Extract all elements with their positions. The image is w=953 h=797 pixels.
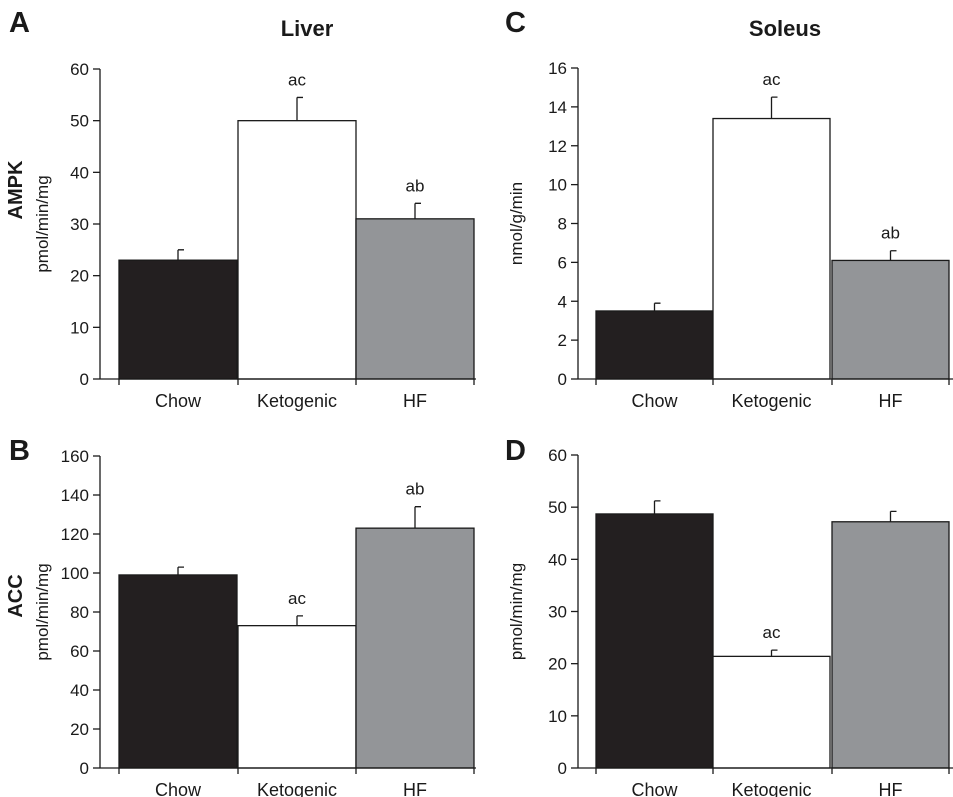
panel-letter-b: B bbox=[9, 435, 30, 467]
annotation-d-ketogenic: ac bbox=[763, 623, 781, 642]
error-bar-b-ketogenic bbox=[296, 615, 303, 626]
y-axis-label-c: nmol/g/min bbox=[507, 182, 526, 265]
y-tick-label-c: 4 bbox=[558, 292, 567, 311]
y-tick-label-c: 16 bbox=[548, 59, 567, 78]
y-tick-label-b: 40 bbox=[70, 681, 89, 700]
y-tick-label-d: 50 bbox=[548, 498, 567, 517]
x-tick-label-c-chow: Chow bbox=[631, 391, 678, 411]
y-tick-label-d: 40 bbox=[548, 550, 567, 569]
bar-d-hf bbox=[831, 521, 950, 769]
y-tick-label-b: 140 bbox=[61, 486, 89, 505]
y-tick-label-b: 80 bbox=[70, 603, 89, 622]
error-bar-d-ketogenic bbox=[770, 649, 778, 657]
bar-a-ketogenic bbox=[237, 120, 357, 380]
annotation-c-ketogenic: ac bbox=[763, 70, 781, 89]
y-tick-label-d: 20 bbox=[548, 655, 567, 674]
error-bar-d-chow bbox=[653, 500, 661, 514]
x-tick-label-a-chow: Chow bbox=[155, 391, 202, 411]
error-bar-c-hf bbox=[889, 250, 897, 261]
y-axis-label-d: pmol/min/mg bbox=[507, 563, 526, 660]
error-bar-c-ketogenic bbox=[770, 96, 778, 119]
x-tick-label-a-hf: HF bbox=[403, 391, 427, 411]
col-title-liver: Liver bbox=[281, 16, 334, 41]
y-tick-label-b: 20 bbox=[70, 720, 89, 739]
error-bar-d-hf bbox=[889, 510, 897, 522]
y-tick-label-b: 120 bbox=[61, 525, 89, 544]
y-tick-label-b: 100 bbox=[61, 564, 89, 583]
y-tick-label-c: 8 bbox=[558, 215, 567, 234]
annotation-a-hf: ab bbox=[406, 176, 425, 195]
x-tick-label-a-ketogenic: Ketogenic bbox=[257, 391, 337, 411]
y-tick-label-a: 60 bbox=[70, 60, 89, 79]
error-bar-c-chow bbox=[653, 302, 661, 311]
annotation-c-hf: ab bbox=[881, 224, 900, 243]
y-tick-label-d: 0 bbox=[558, 759, 567, 778]
y-tick-label-a: 0 bbox=[80, 370, 89, 389]
y-tick-label-b: 160 bbox=[61, 447, 89, 466]
x-tick-label-b-hf: HF bbox=[403, 780, 427, 797]
y-tick-label-a: 50 bbox=[70, 112, 89, 131]
x-tick-label-d-ketogenic: Ketogenic bbox=[731, 780, 811, 797]
x-tick-label-b-ketogenic: Ketogenic bbox=[257, 780, 337, 797]
bar-c-chow bbox=[595, 310, 714, 380]
y-tick-label-c: 0 bbox=[558, 370, 567, 389]
bar-c-ketogenic bbox=[712, 117, 831, 380]
x-tick-label-b-chow: Chow bbox=[155, 780, 202, 797]
y-tick-label-d: 10 bbox=[548, 707, 567, 726]
annotation-b-hf: ab bbox=[406, 480, 425, 499]
bar-c-hf bbox=[831, 259, 950, 380]
y-tick-label-c: 14 bbox=[548, 98, 567, 117]
annotation-a-ketogenic: ac bbox=[288, 70, 306, 89]
x-tick-label-d-chow: Chow bbox=[631, 780, 678, 797]
y-axis-label-b: pmol/min/mg bbox=[33, 563, 52, 660]
y-tick-label-d: 60 bbox=[548, 446, 567, 465]
y-tick-label-a: 40 bbox=[70, 163, 89, 182]
panel-letter-c: C bbox=[505, 7, 526, 39]
row-label-acc: ACC bbox=[5, 574, 27, 617]
row-label-ampk: AMPK bbox=[5, 160, 27, 219]
y-tick-label-c: 2 bbox=[558, 331, 567, 350]
y-tick-label-a: 30 bbox=[70, 215, 89, 234]
y-tick-label-b: 60 bbox=[70, 642, 89, 661]
bar-b-ketogenic bbox=[237, 625, 357, 769]
bar-d-ketogenic bbox=[712, 655, 831, 769]
error-bar-b-hf bbox=[414, 506, 421, 529]
x-tick-label-c-ketogenic: Ketogenic bbox=[731, 391, 811, 411]
y-tick-label-b: 0 bbox=[80, 759, 89, 778]
bar-d-chow bbox=[595, 513, 714, 769]
y-tick-label-a: 20 bbox=[70, 267, 89, 286]
annotation-b-ketogenic: ac bbox=[288, 589, 306, 608]
y-tick-label-c: 6 bbox=[558, 253, 567, 272]
y-axis-label-a: pmol/min/mg bbox=[33, 175, 52, 272]
x-tick-label-d-hf: HF bbox=[879, 780, 903, 797]
bar-b-hf bbox=[355, 527, 475, 769]
error-bar-b-chow bbox=[177, 566, 184, 575]
error-bar-a-ketogenic bbox=[296, 96, 303, 121]
bar-a-chow bbox=[118, 259, 238, 380]
panel-letter-d: D bbox=[505, 435, 526, 467]
y-tick-label-d: 30 bbox=[548, 603, 567, 622]
error-bar-a-chow bbox=[177, 249, 184, 261]
panel-letter-a: A bbox=[9, 7, 30, 39]
x-tick-label-c-hf: HF bbox=[879, 391, 903, 411]
error-bar-a-hf bbox=[414, 202, 421, 219]
y-tick-label-a: 10 bbox=[70, 318, 89, 337]
y-tick-label-c: 10 bbox=[548, 176, 567, 195]
y-tick-label-c: 12 bbox=[548, 137, 567, 156]
col-title-soleus: Soleus bbox=[749, 16, 821, 41]
bar-b-chow bbox=[118, 574, 238, 769]
bar-a-hf bbox=[355, 218, 475, 380]
